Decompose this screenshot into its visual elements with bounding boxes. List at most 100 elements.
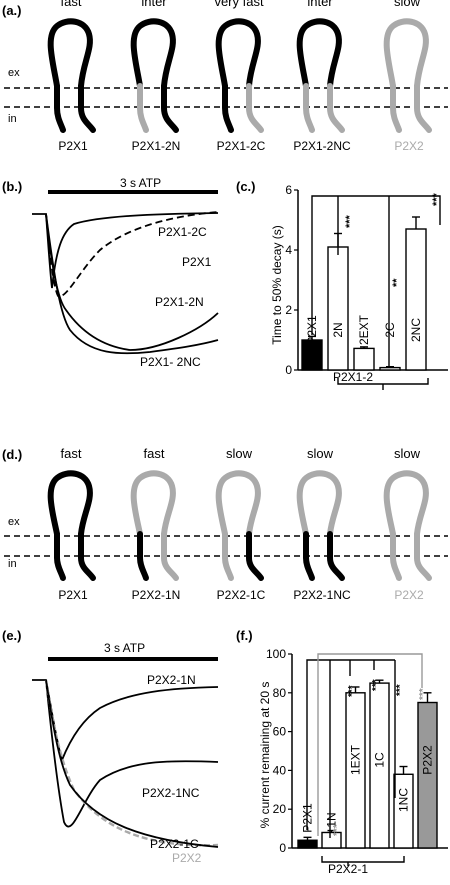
atp-label: 3 s ATP	[120, 176, 161, 190]
y-tick-label: 6	[285, 183, 292, 197]
trace-label-p2x1-2c: P2X1-2C	[158, 225, 207, 239]
bar-2ext	[353, 347, 375, 371]
y-tick-label: 2	[285, 303, 292, 317]
trace-p2x2-1n	[32, 679, 219, 763]
subunit-loop	[215, 470, 261, 537]
extracellular-label-d: ex	[8, 516, 20, 528]
y-tick-label: 60	[273, 725, 287, 739]
panel-d: (d.) ex in fast P2X1 fast P2X2-1N slow P2X2-1…	[2, 446, 448, 602]
subunit-c-terminus	[161, 83, 179, 133]
f-y-axis-title: % current remaining at 20 s	[258, 682, 272, 829]
subunit-n-terminus	[303, 83, 315, 133]
subunit-name-label: P2X1-2NC	[293, 139, 351, 153]
c-sig-2nc: ***	[431, 192, 443, 206]
subunit-name-label: P2X2-1C	[217, 588, 266, 602]
trace-p2x1-2c	[32, 212, 219, 289]
bar-label-2n: 2N	[331, 322, 345, 337]
trace-label-p2x1-2nc: P2X1- 2NC	[140, 355, 201, 369]
bar-label-1nc: 1NC	[397, 788, 411, 812]
subunit-name-label: P2X2	[394, 139, 424, 153]
subunit-n-terminus	[54, 83, 66, 133]
bar-2n	[327, 246, 349, 371]
panel-d-label: (d.)	[2, 447, 22, 462]
subunit-name-label: P2X2-1NC	[293, 588, 351, 602]
subunit-c-terminus	[246, 531, 264, 581]
subunit-c-terminus	[78, 83, 96, 133]
speed-label: slow	[394, 0, 421, 9]
y-tick-label: 20	[273, 802, 287, 816]
trace-p2x2-1c	[45, 679, 219, 848]
speed-label: inter	[141, 0, 167, 9]
subunit-loop	[296, 18, 342, 89]
subunit-c-terminus	[246, 83, 264, 133]
speed-label: slow	[307, 446, 334, 461]
f-group-label: P2X2-1	[328, 862, 368, 876]
bar-2c	[379, 366, 401, 371]
trace-p2x1-2nc	[45, 213, 219, 355]
panel-f-label: (f.)	[236, 628, 253, 643]
subunit-p2x2-1c: slow P2X2-1C	[215, 446, 266, 602]
bar-label-2nc: 2NC	[409, 318, 423, 342]
panel-e-label: (e.)	[2, 628, 22, 643]
panel-b: (b.) 3 s ATP P2X1-2C P2X1 P2X1-2N P2X1- …	[2, 176, 219, 369]
subunit-n-terminus	[54, 531, 66, 581]
subunit-loop	[296, 470, 342, 537]
subunit-n-terminus	[222, 83, 234, 133]
speed-label: slow	[394, 446, 421, 461]
f-sig-1n: ***	[332, 824, 343, 836]
subunit-loop	[47, 470, 93, 537]
speed-label: fast	[61, 0, 82, 9]
subunit-c-terminus	[161, 531, 179, 581]
bar-label-2c: 2C	[383, 322, 397, 338]
speed-label: inter	[307, 0, 333, 9]
c-group-label: P2X1-2	[333, 370, 373, 384]
subunit-loop	[383, 470, 429, 537]
panel-a-label: (a.)	[2, 3, 22, 18]
subunit-p2x1: fast P2X1	[47, 0, 96, 153]
subunit-p2x2: slow P2X2	[383, 0, 432, 153]
y-tick-label: 0	[279, 841, 286, 855]
f-group-bracket	[321, 856, 405, 863]
subunit-p2x2-1nc: slow P2X2-1NC	[293, 446, 351, 602]
subunit-p2x2-1n: fast P2X2-1N	[130, 446, 181, 602]
subunit-loop	[383, 18, 429, 89]
bar-label-2ext: 2EXT	[357, 314, 371, 345]
subunit-loop	[130, 470, 176, 537]
subunit-name-label: P2X2-1N	[132, 588, 181, 602]
subunit-p2x1: fast P2X1	[47, 446, 96, 602]
subunit-name-label: P2X1-2C	[217, 139, 266, 153]
bar-2nc	[405, 228, 427, 371]
f-sig-1ext: ***	[347, 685, 358, 697]
speed-label: slow	[226, 446, 253, 461]
subunit-c-terminus	[414, 531, 432, 581]
subunit-c-terminus	[78, 531, 96, 581]
bar-label-1c: 1C	[373, 752, 387, 768]
panel-a: (a.) ex in fast P2X1 inter P2X1-2N very fast…	[2, 0, 448, 153]
c-bracket-outer	[311, 195, 441, 335]
c-sig-2c: **	[391, 278, 403, 287]
trace-p2x1	[45, 211, 219, 298]
subunit-name-label: P2X2	[394, 588, 424, 602]
y-tick-label: 100	[266, 647, 286, 661]
intracellular-label: in	[8, 113, 17, 125]
y-tick-label: 4	[285, 243, 292, 257]
panel-c-label: (c.)	[236, 179, 256, 194]
f-sig-1c: ***	[371, 679, 382, 691]
subunit-c-terminus	[327, 83, 345, 133]
bar-label-1ext: 1EXT	[349, 744, 363, 775]
subunit-n-terminus	[303, 531, 315, 581]
speed-label: very fast	[214, 0, 264, 9]
panel-b-label: (b.)	[2, 179, 22, 194]
trace-label-p2x1-2n: P2X1-2N	[155, 295, 204, 309]
subunit-p2x1-2nc: inter P2X1-2NC	[293, 0, 351, 153]
subunit-n-terminus	[137, 531, 149, 581]
bar-p2x1	[297, 839, 318, 849]
subunit-loop	[47, 18, 93, 89]
subunit-c-terminus	[327, 531, 345, 581]
f-bracket-black-outer	[306, 659, 395, 830]
subunit-p2x1-2n: inter P2X1-2N	[130, 0, 180, 153]
speed-label: fast	[144, 446, 165, 461]
panel-e: (e.) 3 s ATP P2X2-1N P2X2-1NC P2X2-1C P2…	[2, 628, 219, 865]
subunit-n-terminus	[222, 531, 234, 581]
